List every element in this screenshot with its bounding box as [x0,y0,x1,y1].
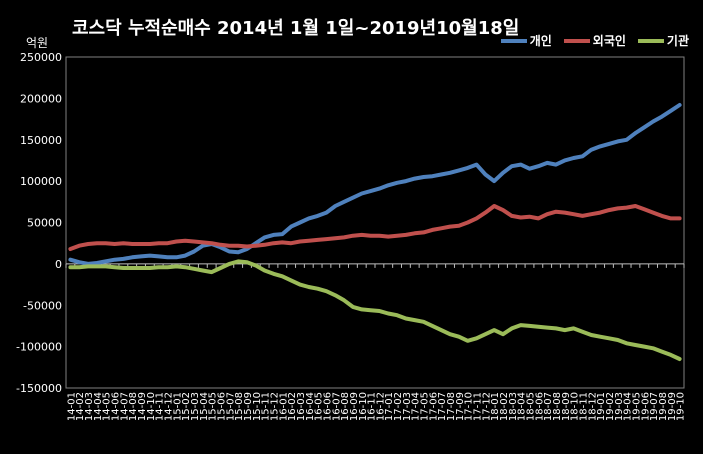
series-line-0 [68,103,682,266]
x-tick-label: 15-01 [172,392,183,421]
legend-item-institution: 기관 [637,32,689,49]
x-tick-label: 14-08 [128,392,139,421]
x-tick-label: 15-05 [208,392,219,421]
y-tick-label: 100000 [20,175,62,188]
x-tick-label: 19-01 [596,392,607,421]
x-tick-label: 14-03 [84,392,95,421]
legend-swatch-foreigner [563,38,590,43]
x-tick-label: 19-05 [631,392,642,421]
legend-item-individual: 개인 [500,32,552,49]
x-tick-label: 18-07 [543,392,554,421]
x-tick-label: 14-05 [102,392,113,421]
x-tick-label: 19-09 [667,392,678,421]
x-tick-label: 14-12 [164,392,175,421]
x-tick-label: 19-10 [676,392,687,421]
x-tick-label: 19-07 [649,392,660,421]
x-tick-label: 16-09 [349,392,360,421]
x-tick-label: 18-08 [552,392,563,421]
x-tick-label: 17-05 [420,392,431,421]
x-tick-label: 16-02 [287,392,298,421]
x-tick-label: 18-11 [578,392,589,421]
y-axis-unit-label: 억원 [26,36,49,50]
y-tick-label: 150000 [20,134,62,147]
x-tick-label: 14-11 [155,392,166,421]
x-tick-label: 16-08 [340,392,351,421]
y-tick-label: 50000 [27,217,62,230]
series-line-2 [68,259,682,361]
x-tick-label: 14-02 [75,392,86,421]
x-tick-label: 17-12 [481,392,492,421]
x-tick-label: 16-10 [358,392,369,421]
x-tick-label: 18-06 [534,392,545,421]
x-tick-label: 16-12 [375,392,386,421]
x-tick-label: 15-07 [225,392,236,421]
x-tick-label: 18-12 [587,392,598,421]
x-tick-label: 15-06 [217,392,228,421]
x-tick-label: 18-01 [490,392,501,421]
x-tick-label: 16-03 [296,392,307,421]
x-tick-label: 14-06 [111,392,122,421]
y-tick-label: 200000 [20,92,62,105]
x-tick-label: 18-09 [561,392,572,421]
x-tick-label: 17-04 [411,392,422,421]
legend-item-foreigner: 외국인 [563,32,626,49]
x-tick-label: 18-02 [499,392,510,421]
y-tick-label: 250000 [20,51,62,64]
x-tick-label: 17-06 [428,392,439,421]
legend-label-individual: 개인 [529,34,552,48]
chart-title: 코스닥 누적순매수 2014년 1월 1일~2019년10월18일 [72,18,520,39]
x-tick-label: 15-02 [181,392,192,421]
x-tick-label: 19-02 [605,392,616,421]
x-tick-label: 19-04 [623,392,634,421]
x-tick-label: 16-06 [322,392,333,421]
x-tick-label: 18-03 [508,392,519,421]
x-tick-label: 14-07 [119,392,130,421]
x-tick-label: 14-09 [137,392,148,421]
legend: 개인 외국인 기관 [500,32,689,49]
x-tick-label: 19-08 [658,392,669,421]
legend-label-institution: 기관 [666,34,689,48]
x-tick-label: 14-10 [146,392,157,421]
legend-label-foreigner: 외국인 [592,34,626,48]
x-tick-label: 14-04 [93,392,104,421]
plot-area [65,56,685,389]
legend-swatch-institution [637,38,664,43]
x-tick-label: 15-03 [190,392,201,421]
x-tick-label: 16-07 [331,392,342,421]
x-tick-label: 15-10 [252,392,263,421]
y-tick-label: -150000 [16,382,62,395]
x-tick-label: 17-07 [437,392,448,421]
x-tick-label: 15-08 [234,392,245,421]
x-tick-label: 18-10 [570,392,581,421]
x-tick-label: 14-01 [66,392,77,421]
x-tick-label: 17-03 [402,392,413,421]
y-tick-label: -50000 [23,299,62,312]
x-tick-label: 17-02 [393,392,404,421]
x-tick-label: 16-04 [305,392,316,421]
x-tick-label: 16-05 [314,392,325,421]
x-tick-label: 18-04 [517,392,528,421]
x-tick-label: 15-11 [261,392,272,421]
x-tick-label: 16-11 [367,392,378,421]
series-line-1 [68,204,682,251]
y-tick-label: -100000 [16,341,62,354]
x-tick-label: 17-11 [473,392,484,421]
legend-swatch-individual [500,38,527,43]
x-tick-label: 15-09 [243,392,254,421]
x-tick-label: 17-09 [455,392,466,421]
x-tick-label: 17-01 [384,392,395,421]
x-tick-label: 17-08 [446,392,457,421]
x-tick-label: 19-06 [640,392,651,421]
x-tick-label: 15-04 [199,392,210,421]
x-tick-label: 16-01 [278,392,289,421]
x-tick-label: 18-05 [526,392,537,421]
y-tick-label: 0 [55,258,62,271]
x-tick-label: 15-12 [269,392,280,421]
x-tick-label: 19-03 [614,392,625,421]
x-tick-label: 17-10 [464,392,475,421]
